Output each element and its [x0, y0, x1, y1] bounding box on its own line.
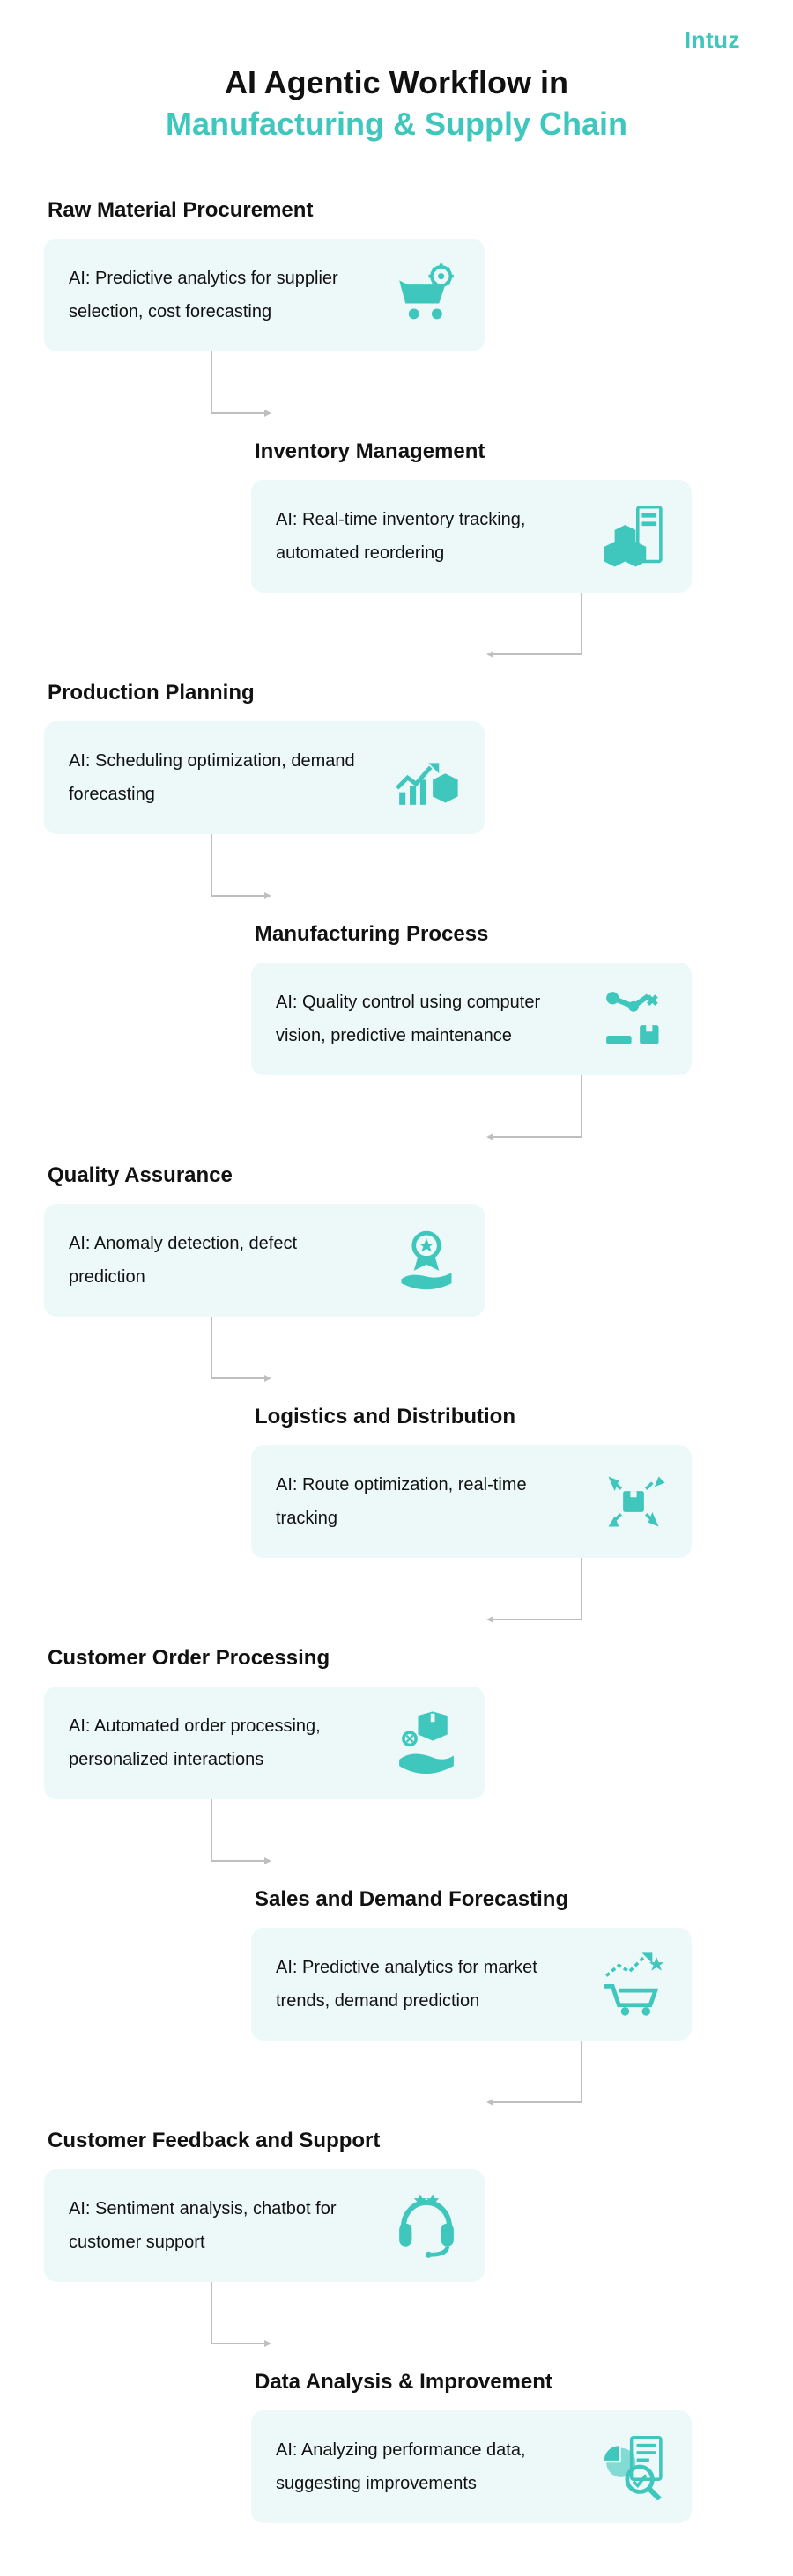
step-text: AI: Analyzing performance data, suggesti…: [276, 2433, 582, 2500]
step-card: AI: Analyzing performance data, suggesti…: [251, 2410, 692, 2523]
cart-trend-icon: [600, 1951, 667, 2018]
step-card: AI: Predictive analytics for market tren…: [251, 1928, 692, 2041]
workflow-step-7: Customer Order Processing AI: Automated …: [44, 1646, 749, 1799]
boxes-icon: [600, 503, 667, 570]
badge-hand-icon: [393, 1227, 460, 1294]
package-hand-icon: [393, 1709, 460, 1776]
connector: [44, 2282, 749, 2370]
step-text: AI: Predictive analytics for market tren…: [276, 1951, 582, 2018]
workflow-step-10: Data Analysis & Improvement AI: Analyzin…: [251, 2370, 749, 2523]
connector: [44, 1317, 749, 1405]
step-heading: Sales and Demand Forecasting: [251, 1887, 749, 1912]
step-heading: Logistics and Distribution: [251, 1405, 749, 1429]
step-text: AI: Anomaly detection, defect prediction: [69, 1227, 375, 1294]
step-heading: Quality Assurance: [44, 1163, 749, 1188]
workflow-step-6: Logistics and Distribution AI: Route opt…: [251, 1405, 749, 1558]
step-text: AI: Route optimization, real-time tracki…: [276, 1468, 582, 1535]
step-text: AI: Predictive analytics for supplier se…: [69, 262, 375, 328]
robot-arm-icon: [600, 985, 667, 1052]
distribute-icon: [600, 1468, 667, 1535]
step-card: AI: Anomaly detection, defect prediction: [44, 1204, 485, 1317]
step-text: AI: Automated order processing, personal…: [69, 1709, 375, 1776]
step-heading: Customer Feedback and Support: [44, 2129, 749, 2153]
title-line-1: AI Agentic Workflow in: [44, 63, 749, 104]
chart-box-icon: [393, 744, 460, 811]
step-card: AI: Predictive analytics for supplier se…: [44, 239, 485, 351]
workflow-step-5: Quality Assurance AI: Anomaly detection,…: [44, 1163, 749, 1317]
step-heading: Production Planning: [44, 681, 749, 705]
brand-logo: Intuz: [44, 26, 749, 54]
connector: [44, 1075, 749, 1163]
connector: [44, 1799, 749, 1887]
workflow-step-4: Manufacturing Process AI: Quality contro…: [251, 922, 749, 1075]
workflow-step-3: Production Planning AI: Scheduling optim…: [44, 681, 749, 834]
title-line-2: Manufacturing & Supply Chain: [44, 104, 749, 145]
step-heading: Customer Order Processing: [44, 1646, 749, 1671]
step-text: AI: Quality control using computer visio…: [276, 985, 582, 1052]
step-card: AI: Automated order processing, personal…: [44, 1687, 485, 1799]
workflow-step-2: Inventory Management AI: Real-time inven…: [251, 439, 749, 593]
workflow-step-9: Customer Feedback and Support AI: Sentim…: [44, 2129, 749, 2282]
headset-icon: [393, 2192, 460, 2259]
step-heading: Inventory Management: [251, 439, 749, 464]
cart-gear-icon: [393, 262, 460, 328]
step-card: AI: Scheduling optimization, demand fore…: [44, 721, 485, 834]
step-text: AI: Sentiment analysis, chatbot for cust…: [69, 2192, 375, 2259]
step-text: AI: Real-time inventory tracking, automa…: [276, 503, 582, 570]
connector: [44, 1558, 749, 1646]
connector: [44, 351, 749, 439]
step-heading: Raw Material Procurement: [44, 198, 749, 223]
workflow-step-8: Sales and Demand Forecasting AI: Predict…: [251, 1887, 749, 2041]
connector: [44, 593, 749, 681]
report-magnify-icon: [600, 2433, 667, 2500]
step-card: AI: Sentiment analysis, chatbot for cust…: [44, 2169, 485, 2282]
connector: [44, 834, 749, 922]
workflow-diagram: Raw Material Procurement AI: Predictive …: [44, 198, 749, 2523]
step-card: AI: Quality control using computer visio…: [251, 963, 692, 1075]
step-heading: Manufacturing Process: [251, 922, 749, 947]
step-heading: Data Analysis & Improvement: [251, 2370, 749, 2395]
step-card: AI: Route optimization, real-time tracki…: [251, 1445, 692, 1558]
step-text: AI: Scheduling optimization, demand fore…: [69, 744, 375, 811]
page-title: AI Agentic Workflow in Manufacturing & S…: [44, 63, 749, 145]
connector: [44, 2041, 749, 2129]
workflow-step-1: Raw Material Procurement AI: Predictive …: [44, 198, 749, 351]
step-card: AI: Real-time inventory tracking, automa…: [251, 480, 692, 593]
